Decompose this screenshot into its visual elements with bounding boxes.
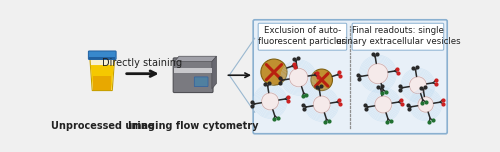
FancyBboxPatch shape [173, 58, 213, 93]
Circle shape [313, 96, 330, 113]
Bar [89, 57, 116, 59]
Text: Exclusion of auto-
fluorescent particles: Exclusion of auto- fluorescent particles [258, 26, 346, 46]
Polygon shape [90, 59, 114, 91]
Polygon shape [93, 76, 112, 90]
Text: Unprocessed urine: Unprocessed urine [50, 121, 154, 131]
Circle shape [261, 59, 287, 85]
Circle shape [375, 96, 392, 113]
Polygon shape [174, 56, 216, 62]
FancyBboxPatch shape [88, 51, 116, 59]
Text: Directly staining: Directly staining [102, 57, 182, 67]
Circle shape [290, 68, 308, 87]
FancyBboxPatch shape [352, 23, 444, 50]
Circle shape [368, 64, 388, 84]
Circle shape [262, 93, 278, 110]
Circle shape [418, 97, 434, 112]
FancyBboxPatch shape [253, 20, 447, 134]
Circle shape [311, 69, 332, 91]
Polygon shape [212, 56, 216, 89]
Text: Imaging flow cytometry: Imaging flow cytometry [128, 121, 258, 131]
Bar [174, 68, 212, 73]
FancyBboxPatch shape [194, 77, 208, 87]
Polygon shape [90, 65, 114, 90]
FancyBboxPatch shape [258, 23, 346, 50]
Circle shape [410, 77, 426, 94]
Text: Final readouts: single
urinary extracellular vesicles: Final readouts: single urinary extracell… [336, 26, 460, 46]
